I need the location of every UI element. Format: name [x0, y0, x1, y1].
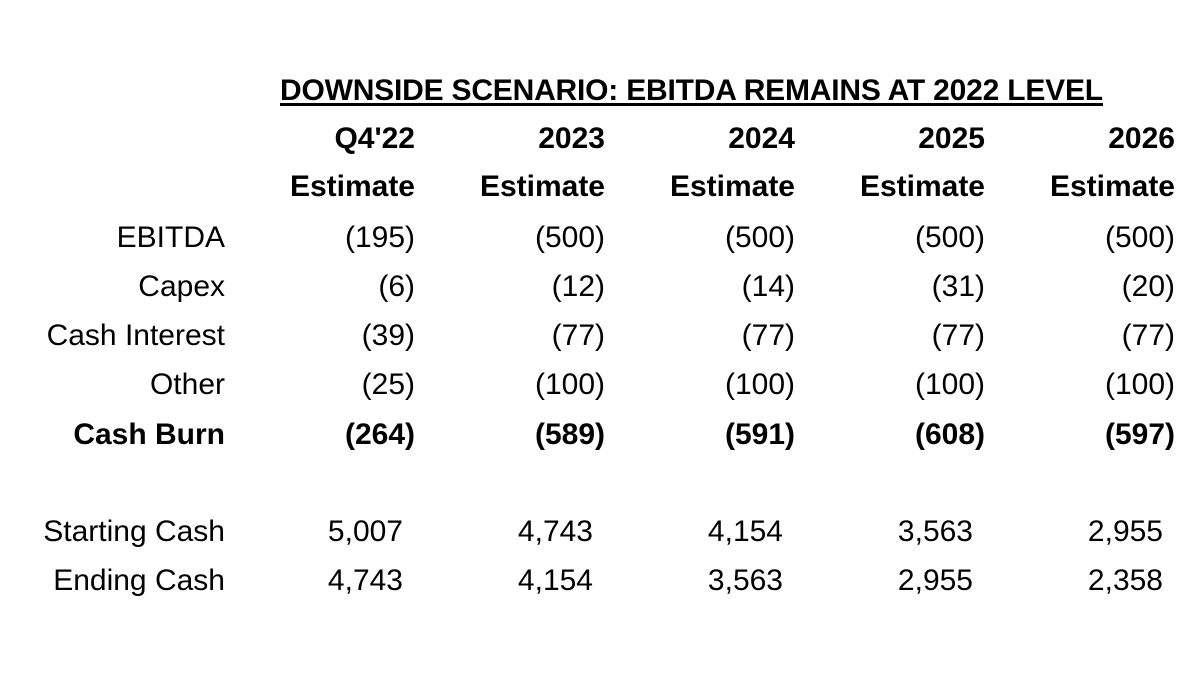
- table-cell: (39): [361, 319, 415, 352]
- table-cell: 5,007: [327, 515, 403, 548]
- table-cell: (77): [741, 319, 795, 352]
- table-cell: (20): [1121, 270, 1175, 303]
- table-cell: (500): [914, 221, 985, 254]
- table-cell: (77): [551, 319, 605, 352]
- header-period-2026: 2026: [1108, 122, 1175, 155]
- table-cell: (100): [534, 368, 605, 401]
- table-cell: 4,743: [327, 564, 403, 597]
- table-cell: (589): [534, 418, 605, 451]
- table-cell: (100): [914, 368, 985, 401]
- table-cell: (14): [741, 270, 795, 303]
- table-cell: (195): [344, 221, 415, 254]
- header-type-2023: Estimate: [479, 170, 605, 203]
- header-type-2026: Estimate: [1049, 170, 1175, 203]
- table-cell: (591): [724, 418, 795, 451]
- table-cell: (6): [378, 270, 415, 303]
- table-cell: 3,563: [707, 564, 783, 597]
- table-cell: (12): [551, 270, 605, 303]
- row-label-other: Other: [149, 368, 225, 401]
- row-label-capex: Capex: [138, 270, 225, 303]
- table-cell: (500): [724, 221, 795, 254]
- header-type-2024: Estimate: [669, 170, 795, 203]
- table-cell: (608): [914, 418, 985, 451]
- table-cell: 4,154: [707, 515, 783, 548]
- row-label-cash-interest: Cash Interest: [46, 319, 225, 352]
- table-cell: 3,563: [897, 515, 973, 548]
- table-cell: (100): [724, 368, 795, 401]
- table-cell: 4,154: [517, 564, 593, 597]
- table-cell: (31): [931, 270, 985, 303]
- row-label-ebitda: EBITDA: [116, 221, 225, 254]
- header-period-2023: 2023: [538, 122, 605, 155]
- table-cell: (25): [361, 368, 415, 401]
- row-label-starting-cash: Starting Cash: [43, 515, 225, 548]
- table-cell: (77): [931, 319, 985, 352]
- row-label-ending-cash: Ending Cash: [53, 564, 225, 597]
- header-type-q4-22: Estimate: [289, 170, 415, 203]
- table-cell: (500): [534, 221, 605, 254]
- table-cell: 2,955: [1087, 515, 1163, 548]
- header-type-2025: Estimate: [859, 170, 985, 203]
- table-cell: (77): [1121, 319, 1175, 352]
- table-cell: (264): [344, 418, 415, 451]
- table-cell: 2,955: [897, 564, 973, 597]
- header-period-2025: 2025: [918, 122, 985, 155]
- table-cell: 2,358: [1087, 564, 1163, 597]
- table-cell: (100): [1104, 368, 1175, 401]
- header-period-q4-22: Q4'22: [334, 122, 415, 155]
- row-label-cash-burn: Cash Burn: [73, 418, 225, 451]
- table-cell: 4,743: [517, 515, 593, 548]
- table-cell: (597): [1104, 418, 1175, 451]
- table-title: DOWNSIDE SCENARIO: EBITDA REMAINS AT 202…: [280, 74, 1103, 107]
- table-cell: (500): [1104, 221, 1175, 254]
- header-period-2024: 2024: [728, 122, 795, 155]
